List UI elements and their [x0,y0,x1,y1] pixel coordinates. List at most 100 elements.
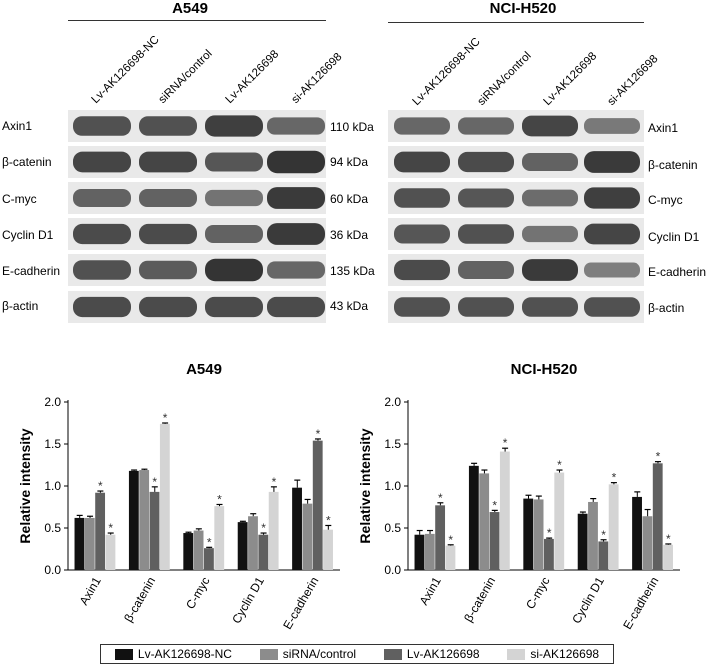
protein-label: E-cadherin [2,264,61,278]
bar [302,503,313,570]
significance-marker: * [207,535,212,549]
legend-swatch [507,648,526,660]
significance-marker: * [612,471,617,485]
lane-label: si-AK126698 [605,52,661,108]
blot-strip [68,218,326,250]
bar [204,548,214,570]
protein-label: Cyclin D1 [648,230,700,244]
protein-label: Axin1 [648,121,679,135]
bar [149,491,160,570]
blot-strip [388,218,644,250]
bar [74,517,85,570]
lane-label: Lv-AK126698-NC [89,33,162,106]
lane-label: siRNA/control [156,47,215,106]
x-tick-label: C-myc [183,575,212,612]
bar [598,541,609,570]
significance-marker: * [656,450,661,464]
x-tick-label: β-catenin [461,575,498,625]
blot-strip [388,182,644,214]
blot-title-nci-h520: NCI-H520 [489,0,557,17]
bar [577,513,588,570]
protein-label: β-catenin [2,155,52,169]
bar [105,534,116,570]
bar [323,529,333,570]
bar [84,517,95,570]
significance-marker: * [316,427,321,441]
blot-strip [68,146,326,178]
bar [183,533,194,570]
significance-marker: * [163,411,168,425]
bar [159,423,170,570]
bar [468,465,479,570]
significance-marker: * [503,436,508,450]
kda-label: 135 kDa [330,264,375,278]
chart-legend: Lv-AK126698-NC siRNA/control Lv-AK126698… [100,644,614,664]
bar [588,501,598,570]
bar [214,506,225,570]
y-tick-label: 1.5 [44,437,61,451]
y-tick-label: 0.0 [384,563,401,577]
significance-marker: * [438,491,443,505]
y-axis-label: Relative intensity [360,428,373,543]
protein-label: β-catenin [648,158,698,172]
legend-item: si-AK126698 [507,647,599,661]
bar [414,534,425,570]
bar [248,516,258,570]
significance-marker: * [152,475,157,489]
bar [292,487,302,570]
blot-strip [68,254,326,286]
protein-label: C-myc [2,192,37,206]
x-tick-label: Axin1 [417,574,444,607]
kda-label: 60 kDa [330,192,369,206]
x-tick-label: Cyclin D1 [569,574,607,626]
protein-label: C-myc [648,193,683,207]
protein-label: E-cadherin [648,265,707,279]
lane-label: Lv-AK126698 [541,50,600,108]
significance-marker: * [261,521,266,535]
protein-label: β-actin [648,301,685,315]
legend-swatch [259,648,278,660]
bar [652,463,663,570]
blot-strip [388,146,644,178]
legend-swatch [383,648,402,660]
x-tick-label: E-cadherin [280,575,321,632]
protein-label: Axin1 [2,119,33,133]
blot-strip [68,182,326,214]
bar-chart-a549: A549 Relative intensity 0.0 0.5 1.0 1.5 2.0 * * A… [17,361,340,632]
y-axis-label: Relative intensity [17,428,33,543]
kda-label: 94 kDa [330,155,369,169]
y-tick-label: 0.5 [44,521,61,535]
bar [608,484,619,570]
chart-title: A549 [186,361,222,378]
x-tick-label: E-cadherin [620,575,661,632]
bar [632,496,642,570]
y-tick-label: 1.0 [44,479,61,493]
y-tick-label: 2.0 [384,395,401,409]
lane-label: siRNA/control [475,49,534,108]
bar [128,470,139,570]
x-tick-label: Axin1 [77,574,104,607]
significance-marker: * [217,492,222,506]
bar [258,534,269,570]
bar [95,492,106,570]
x-tick-label: C-myc [523,575,552,612]
blot-strip [388,254,644,286]
chart-title: NCI-H520 [511,361,578,378]
lane-label: Lv-AK126698 [223,48,282,106]
legend-label: Lv-AK126698-NC [137,647,232,661]
bar [445,545,456,570]
bar [642,516,653,570]
y-tick-label: 0.0 [44,563,61,577]
blot-strip [68,291,326,323]
bar [268,491,279,570]
y-tick-label: 1.5 [384,437,401,451]
protein-label: Cyclin D1 [2,228,54,242]
lane-label: si-AK126698 [289,50,345,106]
bar [312,440,323,570]
blot-title-a549: A549 [172,0,208,17]
bar [533,499,544,570]
y-tick-label: 2.0 [44,395,61,409]
significance-marker: * [272,475,277,489]
legend-label: Lv-AK126698 [406,647,480,661]
significance-marker: * [448,533,453,547]
